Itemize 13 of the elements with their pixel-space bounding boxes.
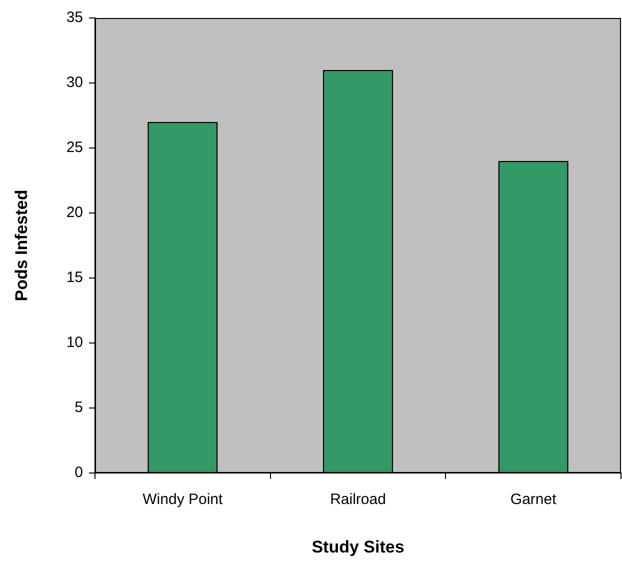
- x-axis-title: Study Sites: [312, 537, 404, 556]
- y-tick-label: 5: [74, 399, 83, 416]
- x-tick-label: Railroad: [330, 491, 386, 508]
- y-axis-title: Pods Infested: [12, 190, 31, 302]
- y-tick-label: 10: [66, 334, 83, 352]
- x-tick-label: Garnet: [510, 491, 558, 508]
- y-tick-label: 20: [66, 204, 83, 222]
- y-tick-label: 0: [74, 464, 83, 482]
- x-tick-label: Windy Point: [142, 491, 224, 508]
- y-tick-label: 25: [66, 139, 83, 156]
- y-tick-label: 35: [66, 9, 83, 26]
- y-tick-label: 30: [66, 74, 83, 92]
- y-tick-label: 15: [66, 269, 83, 286]
